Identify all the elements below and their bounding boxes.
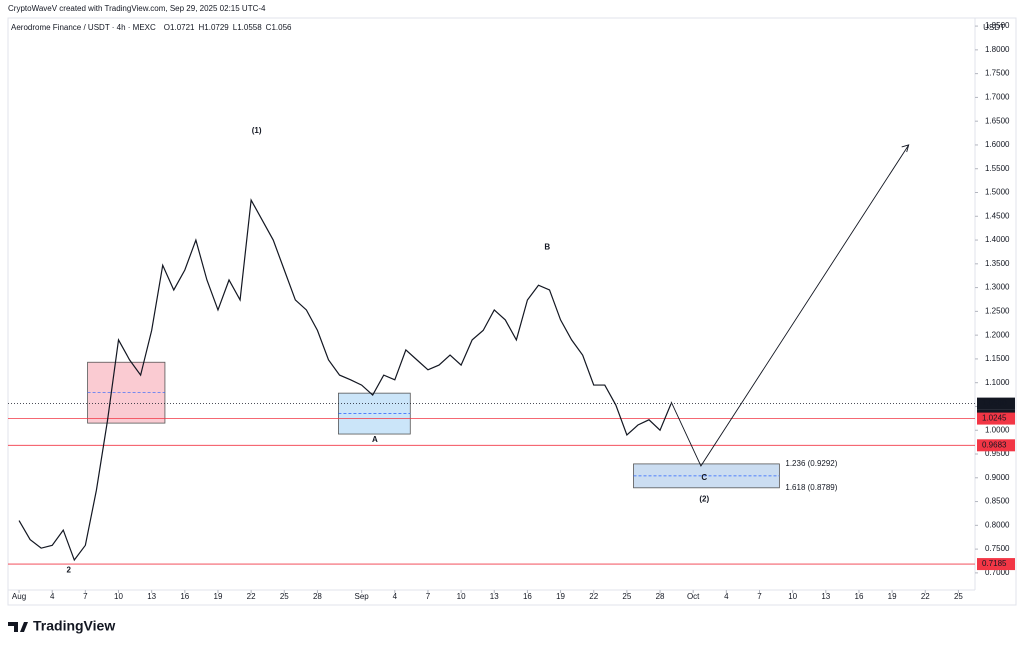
y-tick-label: 1.5000	[985, 188, 1010, 197]
projection-arrowhead	[901, 144, 910, 153]
x-tick-label: 10	[114, 592, 123, 601]
x-tick-label: 28	[656, 592, 665, 601]
x-tick-label: 4	[393, 592, 398, 601]
x-tick-label: 16	[855, 592, 864, 601]
x-tick-label: 7	[83, 592, 88, 601]
ohlc-value: 1.0729	[204, 23, 229, 32]
y-tick-label: 0.8500	[985, 497, 1010, 506]
y-tick-label: 1.6000	[985, 140, 1010, 149]
y-tick-label: 1.1000	[985, 378, 1010, 387]
x-tick-label: 10	[457, 592, 466, 601]
price-level-label: 1.0245	[982, 414, 1007, 423]
y-tick-label: 0.7000	[985, 568, 1010, 577]
ohlc-key: L	[233, 23, 238, 32]
x-tick-label: 13	[821, 592, 830, 601]
y-tick-label: 1.7500	[985, 69, 1010, 78]
wave-label: (1)	[252, 126, 262, 135]
wave-label: C	[701, 473, 707, 482]
y-tick-label: 1.4000	[985, 235, 1010, 244]
y-tick-label: 1.4500	[985, 211, 1010, 220]
price-unit: USDT	[983, 23, 1005, 32]
x-tick-label: 25	[954, 592, 963, 601]
credit: CryptoWaveV created with TradingView.com…	[8, 4, 266, 13]
x-tick-label: 10	[788, 592, 797, 601]
price-level-tag	[977, 439, 1015, 452]
y-tick-label: 1.8500	[985, 21, 1010, 30]
x-tick-label: Oct	[687, 592, 700, 601]
wave-label: 2	[67, 566, 72, 575]
y-tick-label: 1.5500	[985, 164, 1010, 173]
x-tick-label: Aug	[12, 592, 26, 601]
title: Aerodrome Finance / USDT · 4h · MEXC	[11, 23, 156, 32]
logo-icon	[8, 622, 28, 632]
y-tick-label: 1.8000	[985, 45, 1010, 54]
x-tick-label: 22	[247, 592, 256, 601]
y-tick-label: 1.3000	[985, 283, 1010, 292]
x-tick-label: 19	[214, 592, 223, 601]
price-level-label: 1.0560	[982, 399, 1007, 408]
frame	[7, 17, 1017, 606]
fib-label: 1.236 (0.9292)	[785, 459, 837, 468]
ohlc-value: 1.056	[271, 23, 292, 32]
y-tick-label: 1.1500	[985, 354, 1010, 363]
x-tick-label: 28	[313, 592, 322, 601]
y-tick-label: 1.2500	[985, 306, 1010, 315]
x-tick-label: 13	[490, 592, 499, 601]
y-tick-label: 1.7000	[985, 93, 1010, 102]
x-tick-label: Sep	[355, 592, 370, 601]
y-tick-label: 1.3500	[985, 259, 1010, 268]
ohlc-key: H	[199, 23, 205, 32]
x-tick-label: 19	[888, 592, 897, 601]
price-line	[18, 198, 672, 562]
price-level-tag	[977, 412, 1015, 425]
y-tick-label: 0.9500	[985, 449, 1010, 458]
x-tick-label: 22	[921, 592, 930, 601]
y-tick-label: 0.8000	[985, 520, 1010, 529]
x-tick-label: 7	[426, 592, 431, 601]
x-tick-label: 4	[724, 592, 729, 601]
ohlc-value: 1.0558	[237, 23, 262, 32]
price-level-label: 0.7185	[982, 559, 1007, 568]
x-tick-label: 25	[622, 592, 631, 601]
x-tick-label: 4	[50, 592, 55, 601]
y-tick-label: 1.2000	[985, 330, 1010, 339]
x-tick-label: 7	[757, 592, 762, 601]
x-tick-label: 16	[523, 592, 532, 601]
y-tick-label: 0.9000	[985, 473, 1010, 482]
ohlc-value: 1.0721	[170, 23, 195, 32]
ohlc-key: O	[164, 23, 170, 32]
ohlc-key: C	[266, 23, 272, 32]
x-tick-label: 22	[589, 592, 598, 601]
fib-label: 1.618 (0.8789)	[785, 483, 837, 492]
y-tick-label: 0.7500	[985, 544, 1010, 553]
y-tick-label: 1.6500	[985, 116, 1010, 125]
price-level-label: 0.9683	[982, 440, 1007, 449]
x-tick-label: 16	[180, 592, 189, 601]
symbol-title: Aerodrome Finance / USDT · 4h · MEXC O1.0…	[11, 23, 292, 32]
x-tick-label: 19	[556, 592, 565, 601]
x-tick-label: 25	[280, 592, 289, 601]
y-tick-label: 1.0000	[985, 425, 1010, 434]
wave-label: (2)	[699, 494, 709, 503]
x-tick-label: 13	[147, 592, 156, 601]
projection-path	[670, 144, 910, 467]
price-level-tag	[977, 397, 1015, 410]
wave-label: A	[372, 435, 378, 444]
wave-label: B	[544, 242, 550, 251]
price-level-tag	[977, 558, 1015, 571]
logo: TradingView	[8, 618, 115, 634]
brand: TradingView	[33, 618, 115, 634]
